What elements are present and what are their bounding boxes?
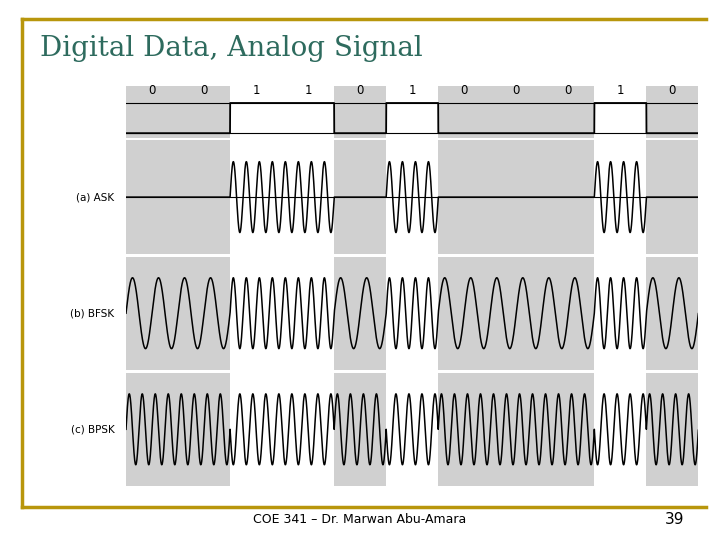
Bar xyxy=(647,256,698,370)
Bar xyxy=(542,140,594,254)
Bar xyxy=(334,86,386,138)
Bar xyxy=(126,86,178,138)
Bar xyxy=(490,256,542,370)
Bar xyxy=(542,373,594,486)
Text: 0: 0 xyxy=(669,84,676,97)
Bar xyxy=(438,140,490,254)
Bar xyxy=(126,140,178,254)
Text: 0: 0 xyxy=(200,84,208,97)
Text: 0: 0 xyxy=(461,84,468,97)
Text: Digital Data, Analog Signal: Digital Data, Analog Signal xyxy=(40,35,423,62)
Text: 1: 1 xyxy=(305,84,312,97)
Bar xyxy=(490,140,542,254)
Bar xyxy=(490,373,542,486)
Bar xyxy=(178,140,230,254)
Text: 0: 0 xyxy=(356,84,364,97)
Bar xyxy=(490,86,542,138)
Text: 0: 0 xyxy=(148,84,156,97)
Bar xyxy=(542,256,594,370)
Bar xyxy=(126,373,178,486)
Bar xyxy=(542,86,594,138)
Bar xyxy=(334,140,386,254)
Text: 1: 1 xyxy=(408,84,416,97)
Bar xyxy=(647,373,698,486)
Bar xyxy=(647,86,698,138)
Bar xyxy=(178,256,230,370)
Bar xyxy=(334,373,386,486)
Text: 39: 39 xyxy=(665,512,684,527)
Text: (a) ASK: (a) ASK xyxy=(76,192,114,202)
Text: 0: 0 xyxy=(564,84,572,97)
Text: 0: 0 xyxy=(513,84,520,97)
Text: 1: 1 xyxy=(616,84,624,97)
Text: (b) BFSK: (b) BFSK xyxy=(71,308,114,318)
Bar xyxy=(178,86,230,138)
Text: COE 341 – Dr. Marwan Abu-Amara: COE 341 – Dr. Marwan Abu-Amara xyxy=(253,513,467,526)
Text: 1: 1 xyxy=(252,84,260,97)
Bar xyxy=(438,373,490,486)
Text: (c) BPSK: (c) BPSK xyxy=(71,424,114,434)
Bar xyxy=(178,373,230,486)
Bar xyxy=(126,256,178,370)
Bar xyxy=(438,256,490,370)
Bar xyxy=(438,86,490,138)
Bar xyxy=(334,256,386,370)
Bar xyxy=(647,140,698,254)
